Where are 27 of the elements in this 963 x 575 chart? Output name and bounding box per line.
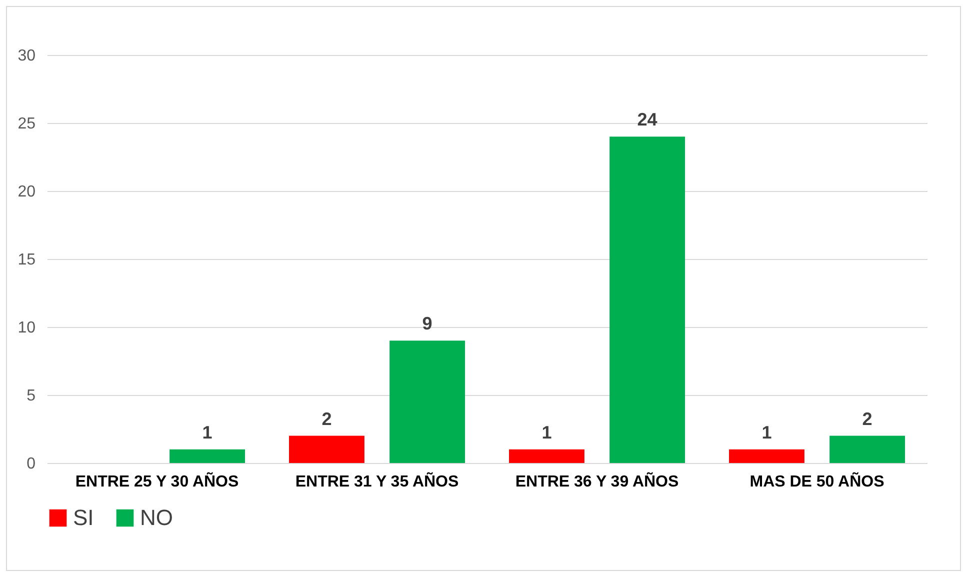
y-tick-label: 20 xyxy=(18,184,36,200)
y-tick-label: 5 xyxy=(26,388,36,404)
bar xyxy=(729,449,804,463)
y-tick-label: 10 xyxy=(18,320,36,336)
x-tick-label: ENTRE 31 Y 35 AÑOS xyxy=(295,472,459,490)
bar xyxy=(390,340,465,463)
y-tick-label: 15 xyxy=(18,252,36,268)
bar xyxy=(289,436,364,463)
data-label: 1 xyxy=(202,422,212,442)
legend-label: NO xyxy=(140,505,173,530)
bar xyxy=(509,449,584,463)
data-label: 24 xyxy=(637,110,658,130)
y-tick-label: 0 xyxy=(26,456,36,472)
bar xyxy=(830,436,905,463)
data-label: 1 xyxy=(762,422,772,442)
x-tick-label: ENTRE 25 Y 30 AÑOS xyxy=(75,472,239,490)
bar xyxy=(610,136,685,463)
y-tick-label: 25 xyxy=(18,116,36,132)
y-tick-label: 30 xyxy=(18,48,36,64)
bar xyxy=(170,449,245,463)
x-tick-label: ENTRE 36 Y 39 AÑOS xyxy=(515,472,679,490)
legend-label: SI xyxy=(73,505,94,530)
data-label: 2 xyxy=(322,408,332,429)
x-tick-label: MAS DE 50 AÑOS xyxy=(750,472,885,490)
data-label: 1 xyxy=(542,422,552,442)
data-label: 9 xyxy=(422,314,432,334)
data-label: 2 xyxy=(862,408,872,429)
